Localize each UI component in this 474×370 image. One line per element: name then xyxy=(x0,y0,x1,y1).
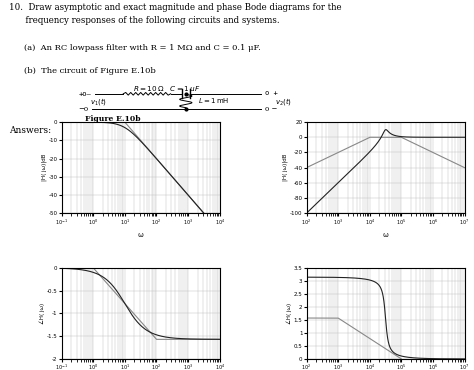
Y-axis label: ∠H( jω): ∠H( jω) xyxy=(287,303,292,324)
Text: (b)  The circuit of Figure E.10b: (b) The circuit of Figure E.10b xyxy=(24,67,155,75)
X-axis label: ω: ω xyxy=(137,232,144,238)
Text: o +: o + xyxy=(265,90,278,97)
Text: Figure E.10b: Figure E.10b xyxy=(85,115,141,124)
Y-axis label: |H( jω)|dB: |H( jω)|dB xyxy=(283,154,289,181)
Text: Answers:: Answers: xyxy=(9,126,52,135)
Text: $v_1(t)$: $v_1(t)$ xyxy=(90,96,107,107)
Text: 10.  Draw asymptotic and exact magnitude and phase Bode diagrams for the
      f: 10. Draw asymptotic and exact magnitude … xyxy=(9,3,342,25)
Text: $R=10\,\Omega$   $C=1\,\mu F$: $R=10\,\Omega$ $C=1\,\mu F$ xyxy=(133,84,200,94)
Text: +o—: +o— xyxy=(78,91,91,97)
Text: (a)  An RC lowpass filter with R = 1 MΩ and C = 0.1 μF.: (a) An RC lowpass filter with R = 1 MΩ a… xyxy=(24,44,260,53)
Y-axis label: ∠H( jω): ∠H( jω) xyxy=(40,303,46,324)
Y-axis label: |H( jω)|dB: |H( jω)|dB xyxy=(42,154,47,181)
Text: −o: −o xyxy=(78,105,88,113)
Text: o −: o − xyxy=(265,105,278,113)
Text: $v_2(t)$: $v_2(t)$ xyxy=(275,96,292,107)
Text: $L=1\,\mathrm{mH}$: $L=1\,\mathrm{mH}$ xyxy=(198,96,229,105)
X-axis label: ω: ω xyxy=(383,232,389,238)
